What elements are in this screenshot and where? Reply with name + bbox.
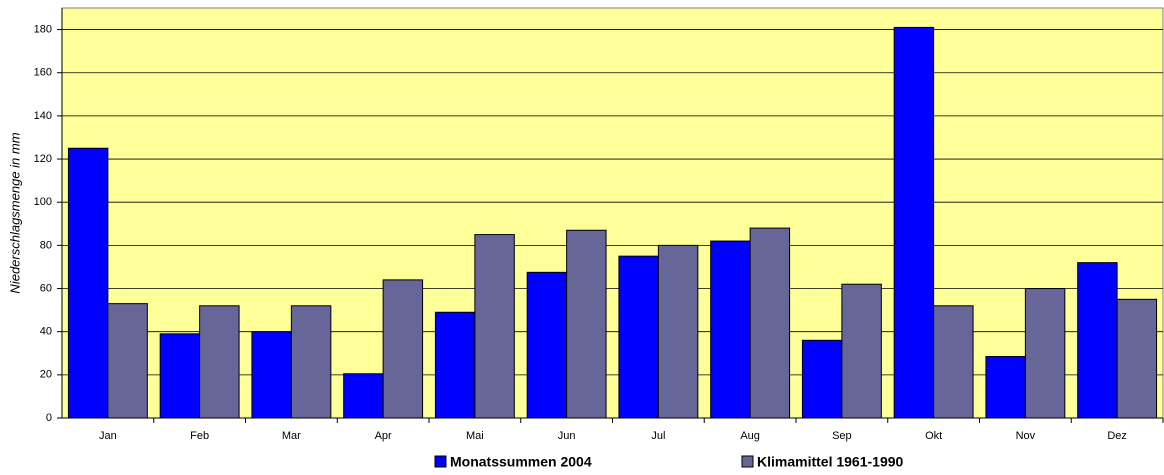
x-tick-label: Sep (832, 430, 852, 442)
legend-swatch (434, 455, 447, 468)
y-tick-label: 40 (40, 326, 52, 338)
x-tick-label: Jul (651, 430, 665, 442)
bar (107, 303, 148, 419)
bar (67, 147, 109, 419)
bar (566, 229, 607, 419)
bar (474, 234, 515, 419)
y-tick-label: 80 (40, 239, 52, 251)
legend-label: Klimamittel 1961-1990 (757, 454, 904, 470)
bar (841, 283, 882, 419)
bar (343, 373, 384, 419)
plot-area (61, 7, 1164, 419)
bar (933, 305, 974, 419)
bar (657, 244, 699, 419)
bar (801, 339, 843, 419)
bar (382, 279, 424, 419)
y-tick-label: 180 (34, 23, 52, 35)
x-tick-label: Nov (1016, 430, 1036, 442)
bar (199, 305, 240, 419)
bar (618, 255, 659, 419)
x-tick-label: Dez (1107, 430, 1127, 442)
bar (1116, 298, 1158, 419)
bar (434, 311, 476, 419)
y-tick-label: 20 (40, 369, 52, 381)
y-axis-label: Niederschlagsmenge in mm (7, 132, 22, 293)
bar (290, 305, 332, 419)
bar (251, 331, 292, 419)
bar (159, 333, 201, 419)
bar (893, 26, 935, 419)
x-tick-label: Aug (740, 430, 760, 442)
x-tick-label: Jan (99, 430, 117, 442)
y-tick-label: 60 (40, 282, 52, 294)
legend-swatch (741, 455, 754, 468)
bar (526, 271, 568, 419)
bar (749, 227, 791, 419)
y-tick-label: 140 (34, 110, 52, 122)
x-tick-label: Feb (190, 430, 209, 442)
bar (1077, 262, 1118, 419)
y-tick-label: 100 (34, 196, 52, 208)
x-tick-label: Mar (282, 430, 301, 442)
y-tick-label: 120 (34, 153, 52, 165)
x-tick-label: Jun (558, 430, 576, 442)
y-tick-label: 0 (46, 412, 52, 424)
y-tick-label: 160 (34, 67, 52, 79)
x-tick-label: Apr (375, 430, 392, 442)
bar (985, 356, 1026, 419)
x-tick-label: Mai (466, 430, 484, 442)
x-tick-label: Okt (925, 430, 942, 442)
legend-label: Monatssummen 2004 (450, 454, 592, 470)
bar (710, 240, 751, 419)
bar (1024, 288, 1066, 419)
